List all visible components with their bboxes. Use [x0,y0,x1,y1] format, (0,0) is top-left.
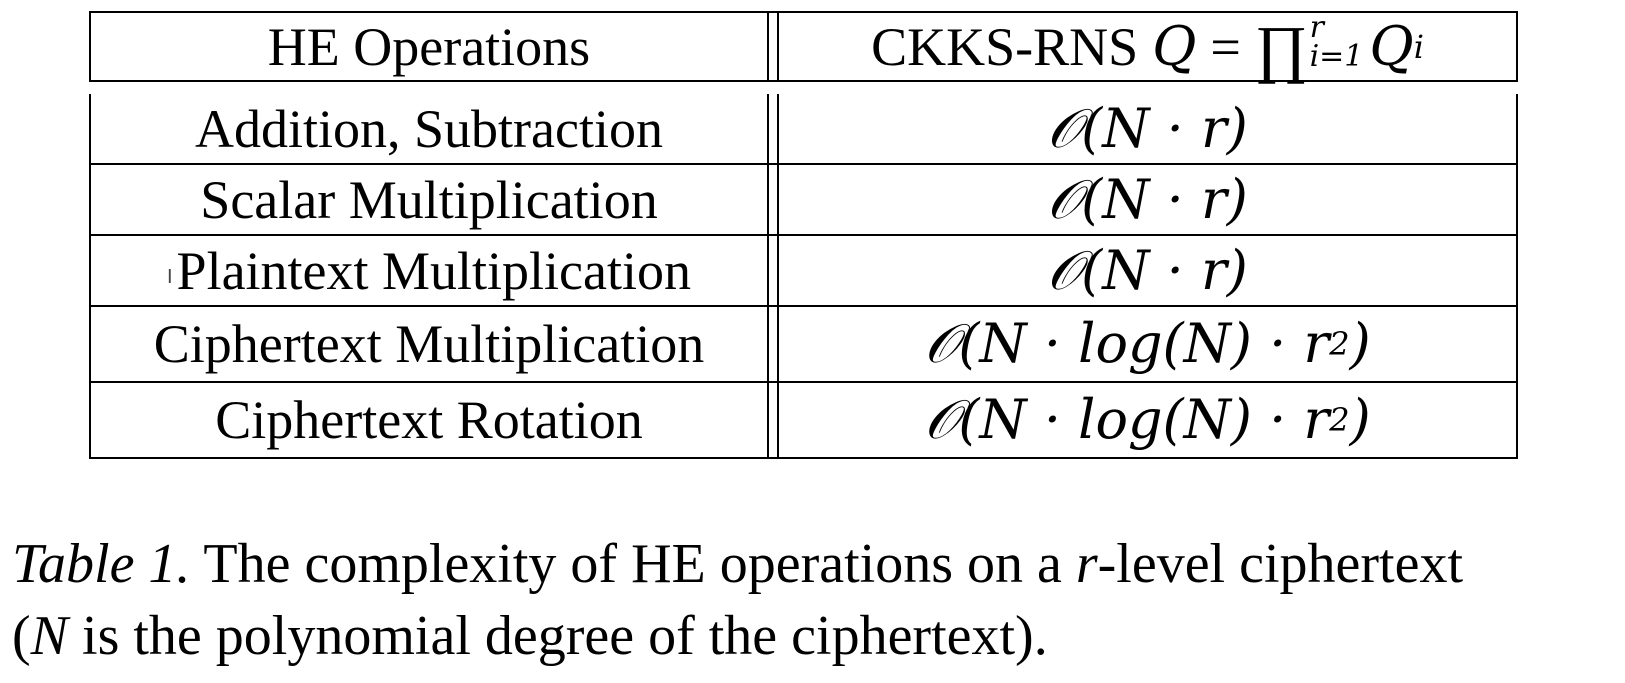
table-row: Addition, Subtraction 𝒪(N · r) [89,94,1518,165]
caption-text-3: ( [12,605,31,667]
header-he-operations: HE Operations [267,16,591,77]
caption-var-r: r [1075,533,1098,595]
table-row: Ciphertext Rotation 𝒪(N · log(N) · r 2) [89,383,1518,459]
operation-cell: Addition, Subtraction [195,98,663,159]
complexity-main: 𝒪(N · log(N) · r [924,388,1330,451]
operation-cell: Ciphertext Rotation [215,390,643,450]
complexity-cell: 𝒪(N · r) [1047,238,1248,302]
table-row: Scalar Multiplication 𝒪(N · r) [89,165,1518,236]
header-equals: = [1210,16,1241,77]
double-rule [767,13,779,80]
header-qi-symbol: Q [1369,14,1414,78]
operation-cell: Ciphertext Multiplication [153,314,705,374]
complexity-cell: 𝒪(N · log(N) · r 2) [779,383,1516,457]
caption-text-2: -level ciphertext [1097,533,1464,595]
double-rule [767,94,779,163]
header-ckks-label: CKKS-RNS [871,16,1139,77]
table-row: Ciphertext Multiplication 𝒪(N · log(N) ·… [89,307,1518,383]
double-rule [767,383,779,457]
complexity-exponent: 2 [1329,325,1350,363]
product-upper-limit: r [1309,10,1324,45]
header-q-symbol: Q [1152,14,1197,78]
double-rule [767,236,779,305]
double-rule [767,165,779,234]
caption-text-1: The complexity of HE operations on a [190,533,1076,595]
complexity-close: ) [1349,312,1371,375]
operation-cell: I Plaintext Multiplication [91,236,767,305]
double-rule [767,307,779,381]
operation-label: Plaintext Multiplication [176,240,691,301]
complexity-exponent: 2 [1329,401,1350,439]
text-cursor-icon: I [166,265,173,288]
product-lower-limit: i=1 [1309,38,1364,74]
header-qi-subscript: i [1413,27,1424,66]
caption-text-4: is the polynomial degree of the cipherte… [68,605,1048,667]
complexity-main: 𝒪(N · log(N) · r [924,312,1330,375]
complexity-close: ) [1349,388,1371,451]
table-caption: Table 1. The complexity of HE operations… [12,528,1612,672]
table-row: I Plaintext Multiplication 𝒪(N · r) [89,236,1518,307]
complexity-cell: 𝒪(N · r) [1047,96,1248,160]
caption-label: Table 1. [12,533,191,595]
operation-cell: Scalar Multiplication [200,169,658,230]
complexity-cell: 𝒪(N · r) [1047,167,1248,231]
complexity-cell: 𝒪(N · log(N) · r 2) [779,307,1516,381]
caption-var-n: N [30,605,69,667]
product-operator: ∏ [1254,12,1308,84]
product-limits: r i=1 [1309,10,1364,74]
